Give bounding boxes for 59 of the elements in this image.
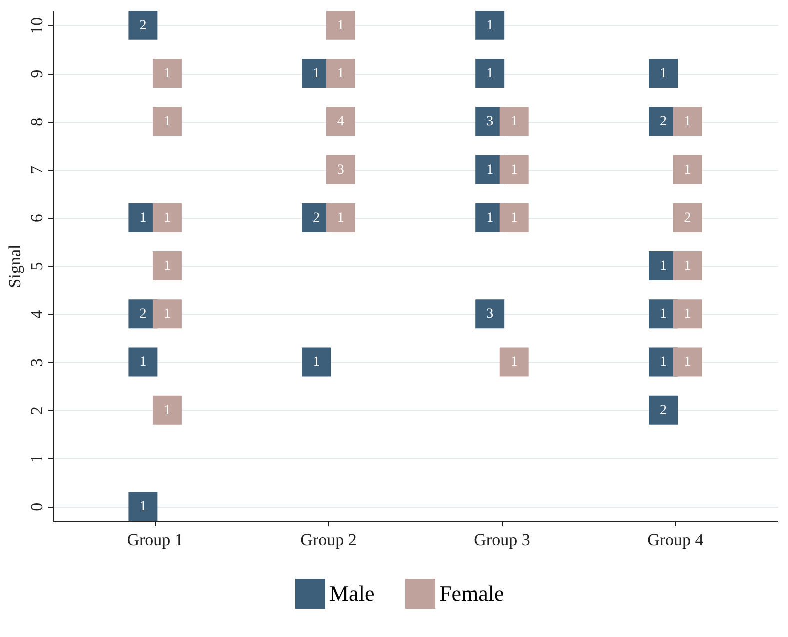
annotation: 2 xyxy=(684,210,692,226)
annotation: 1 xyxy=(510,114,518,130)
annotation: 2 xyxy=(313,210,320,226)
annotation: 1 xyxy=(486,18,494,34)
annotation: 1 xyxy=(486,210,494,226)
annotation: 2 xyxy=(140,18,147,34)
y-tick-label: 9 xyxy=(28,70,46,78)
legend-label: Male xyxy=(330,581,375,606)
annotation: 1 xyxy=(164,66,171,82)
y-tick-label: 3 xyxy=(28,358,46,367)
annotation: 1 xyxy=(337,210,344,226)
annotation: 1 xyxy=(684,355,692,370)
annotation: 1 xyxy=(684,114,692,130)
y-tick-label: 0 xyxy=(28,502,46,512)
annotation: 1 xyxy=(510,162,518,178)
annotation: 1 xyxy=(510,210,518,226)
annotation: 1 xyxy=(684,162,692,178)
annotation: 1 xyxy=(660,259,668,274)
y-tick-label: 5 xyxy=(28,262,46,271)
annotation: 1 xyxy=(164,210,171,226)
annotation: 1 xyxy=(660,355,668,370)
annotation: 1 xyxy=(140,500,147,515)
annotation: 3 xyxy=(337,162,344,178)
y-tick-label: 2 xyxy=(28,406,46,416)
annotation: 1 xyxy=(140,355,147,370)
annotation: 1 xyxy=(684,259,692,274)
legend-label: Female xyxy=(440,581,504,606)
annotation: 1 xyxy=(164,307,171,322)
x-tick-label: Group 3 xyxy=(474,530,530,550)
y-tick-label: 7 xyxy=(28,166,46,175)
annotation: 3 xyxy=(486,307,494,322)
y-tick-label: 1 xyxy=(28,454,46,464)
annotation: 2 xyxy=(660,114,668,130)
annotation: 3 xyxy=(486,114,494,130)
annotation: 1 xyxy=(140,210,147,226)
annotation: 1 xyxy=(486,162,494,178)
annotation: 1 xyxy=(660,307,668,322)
y-tick-label: 10 xyxy=(28,17,46,34)
x-tick-label: Group 1 xyxy=(127,530,184,550)
annotation: 1 xyxy=(684,307,692,322)
y-tick-label: 8 xyxy=(28,118,46,126)
y-tick-label: 4 xyxy=(28,310,46,319)
annotation: 1 xyxy=(313,355,320,370)
annotation: 1 xyxy=(313,66,320,82)
y-axis-title: Signal xyxy=(6,244,24,288)
annotation: 1 xyxy=(164,259,171,274)
annotation: 1 xyxy=(486,66,494,82)
y-tick-label: 6 xyxy=(28,214,46,223)
annotation: 1 xyxy=(660,66,668,82)
annotation: 1 xyxy=(164,403,171,418)
annotation: 4 xyxy=(337,114,344,130)
annotation: 2 xyxy=(660,403,668,418)
annotation: 1 xyxy=(510,355,518,370)
x-tick-label: Group 4 xyxy=(648,530,704,550)
annotation: 1 xyxy=(337,66,344,82)
annotation: 1 xyxy=(164,114,171,130)
annotation: 2 xyxy=(140,307,147,322)
x-tick-label: Group 2 xyxy=(300,530,357,550)
annotation: 1 xyxy=(337,18,344,34)
